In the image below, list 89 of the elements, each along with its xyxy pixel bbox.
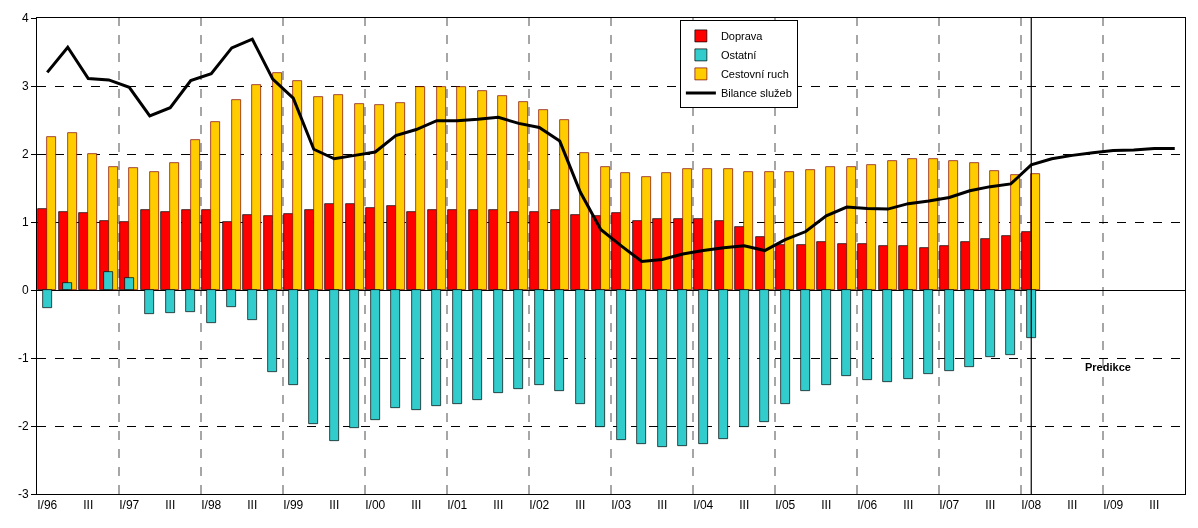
bar xyxy=(989,170,999,290)
bar xyxy=(887,160,897,290)
bar xyxy=(313,96,323,290)
x-tick-label: I/98 xyxy=(201,498,222,513)
x-tick-label: III xyxy=(657,498,668,513)
bar xyxy=(149,171,159,290)
bar xyxy=(784,171,794,290)
bar xyxy=(969,162,979,290)
bar xyxy=(846,166,856,290)
x-tick-label: I/08 xyxy=(1021,498,1042,513)
x-tick-label: III xyxy=(739,498,750,513)
bar xyxy=(600,166,610,290)
x-tick-label: I/00 xyxy=(365,498,386,513)
bar xyxy=(415,86,425,290)
bar xyxy=(272,72,282,290)
x-tick-label: III xyxy=(1149,498,1160,513)
bar xyxy=(702,168,712,290)
bar xyxy=(641,176,651,290)
bar xyxy=(374,104,384,290)
x-tick-label: III xyxy=(821,498,832,513)
bar xyxy=(661,172,671,290)
bar xyxy=(210,121,220,290)
bar xyxy=(67,132,77,290)
legend-label: Doprava xyxy=(720,30,764,43)
x-tick-label: I/06 xyxy=(857,498,878,513)
bar xyxy=(805,169,815,290)
y-tick-label: 1 xyxy=(21,215,29,230)
bar xyxy=(395,102,405,290)
x-tick-label: III xyxy=(903,498,914,513)
bar xyxy=(620,172,630,290)
bar xyxy=(497,95,507,290)
bar xyxy=(333,94,343,290)
x-tick-label: I/09 xyxy=(1103,498,1124,513)
bar xyxy=(764,171,774,290)
y-tick-label: 0 xyxy=(21,283,29,298)
x-tick-label: I/01 xyxy=(447,498,468,513)
legend-label: Cestovní ruch xyxy=(720,68,789,81)
x-tick-label: I/05 xyxy=(775,498,796,513)
x-tick-label: III xyxy=(493,498,504,513)
legend-label: Bilance služeb xyxy=(720,87,792,100)
bar xyxy=(169,162,179,290)
bar xyxy=(251,84,261,290)
bar xyxy=(928,158,938,290)
x-tick-label: I/99 xyxy=(283,498,304,513)
bar xyxy=(1010,174,1020,290)
legend-label: Ostatní xyxy=(720,49,757,62)
x-tick-label: III xyxy=(985,498,996,513)
y-tick-label: 3 xyxy=(21,79,29,94)
annotation: Predikce xyxy=(1085,361,1131,373)
bar xyxy=(538,109,548,290)
bar xyxy=(579,152,589,290)
y-tick-label: -3 xyxy=(17,487,29,502)
x-tick-label: I/03 xyxy=(611,498,632,513)
x-tick-label: III xyxy=(247,498,258,513)
bar xyxy=(87,153,97,290)
x-tick-label: III xyxy=(329,498,340,513)
bar xyxy=(46,136,56,290)
x-tick-label: III xyxy=(165,498,176,513)
bar xyxy=(231,99,241,290)
x-tick-label: I/96 xyxy=(37,498,58,513)
y-tick-label: 4 xyxy=(21,11,29,26)
bar xyxy=(436,86,446,290)
bar xyxy=(518,101,528,290)
bar xyxy=(128,167,138,290)
bar xyxy=(723,168,733,290)
bar xyxy=(866,164,876,290)
y-tick-label: 2 xyxy=(21,147,29,162)
bar xyxy=(682,168,692,290)
bar xyxy=(292,80,302,290)
y-tick-label: -1 xyxy=(17,351,29,366)
bar xyxy=(825,166,835,290)
x-tick-label: III xyxy=(575,498,586,513)
x-tick-label: I/02 xyxy=(529,498,550,513)
x-tick-label: III xyxy=(83,498,94,513)
x-tick-label: I/04 xyxy=(693,498,714,513)
bar xyxy=(743,171,753,290)
bar xyxy=(948,160,958,290)
bar xyxy=(477,90,487,290)
bar xyxy=(354,103,364,290)
y-tick-label: -2 xyxy=(17,419,29,434)
bar xyxy=(559,119,569,290)
bar xyxy=(190,139,200,290)
x-tick-label: III xyxy=(411,498,422,513)
bar xyxy=(907,158,917,290)
x-tick-label: I/97 xyxy=(119,498,140,513)
x-tick-label: I/07 xyxy=(939,498,960,513)
bar xyxy=(456,86,466,290)
bar xyxy=(108,166,118,290)
x-tick-label: III xyxy=(1067,498,1078,513)
